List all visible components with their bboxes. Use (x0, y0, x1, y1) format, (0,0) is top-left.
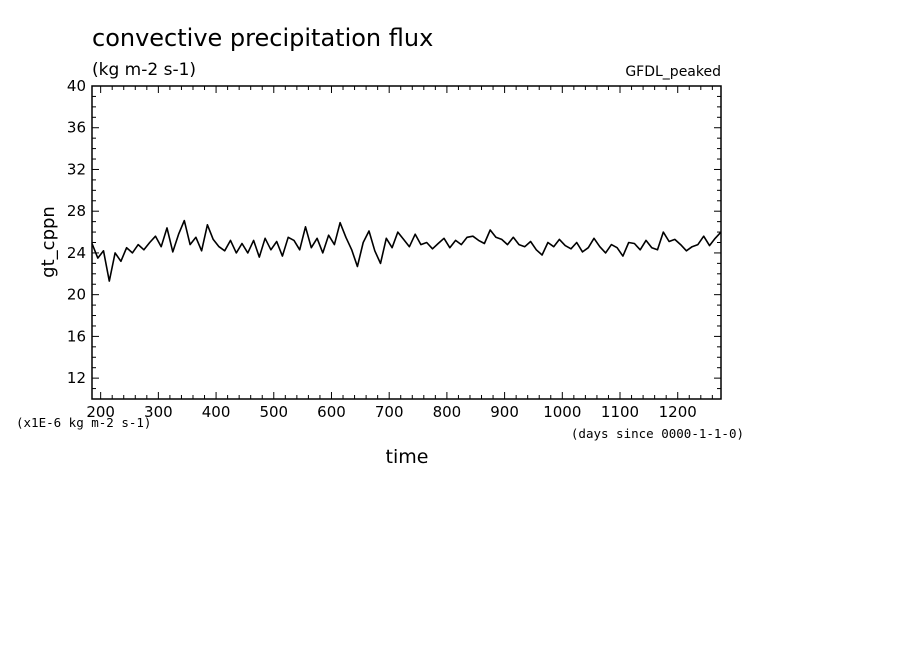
y-tick-label: 12 (67, 369, 86, 387)
chart-title: convective precipitation flux (92, 24, 433, 52)
x-tick-label: 700 (375, 403, 404, 421)
x-tick-label: 900 (490, 403, 519, 421)
y-tick-label: 28 (67, 202, 86, 220)
y-tick-label: 24 (67, 244, 86, 262)
x-tick-label: 500 (259, 403, 288, 421)
y-tick-label: 36 (67, 119, 86, 137)
x-tick-label: 300 (144, 403, 173, 421)
y-tick-label: 40 (67, 77, 86, 95)
x-axis: 200 300 400 500 600 700 800 900 1000 1100 1200 (86, 86, 713, 421)
x-tick-label: 600 (317, 403, 346, 421)
x-axis-label: time (386, 446, 429, 468)
y-axis-label: gt_cppn (38, 206, 59, 278)
y-axis-units: (x1E-6 kg m-2 s-1) (16, 415, 151, 430)
y-tick-label: 32 (67, 160, 86, 178)
x-tick-label: 1200 (659, 403, 697, 421)
series-line (91, 219, 722, 282)
x-tick-label: 800 (433, 403, 462, 421)
chart-annotation: GFDL_peaked (625, 64, 721, 80)
y-tick-label: 20 (67, 286, 86, 304)
x-tick-label: 1100 (601, 403, 639, 421)
x-tick-label: 200 (86, 403, 115, 421)
x-tick-label: 1000 (543, 403, 581, 421)
x-axis-units: (days since 0000-1-1-0) (571, 426, 744, 441)
chart-subtitle: (kg m-2 s-1) (92, 60, 196, 80)
y-axis: 12 16 20 24 28 32 36 40 (67, 77, 721, 400)
x-tick-label: 400 (202, 403, 231, 421)
y-tick-label: 16 (67, 327, 86, 345)
